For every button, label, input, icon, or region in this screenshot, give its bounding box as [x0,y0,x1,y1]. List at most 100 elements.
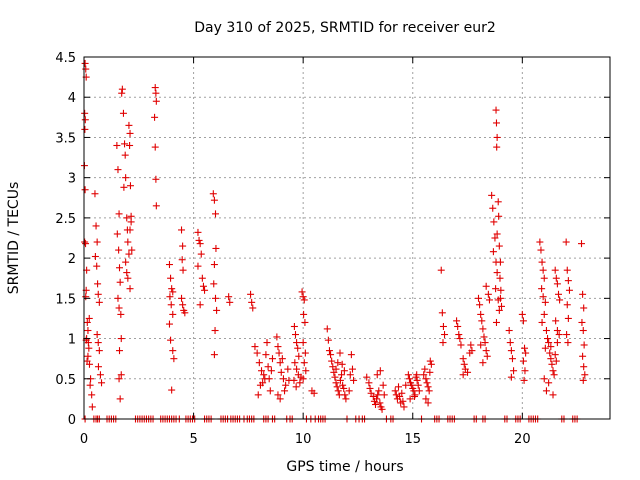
data-point [495,306,503,314]
data-point [345,387,353,395]
data-point [86,381,94,389]
data-point [563,331,571,339]
data-point [152,89,160,97]
data-point [98,379,106,387]
data-point [579,376,587,384]
data-point [475,294,482,302]
data-point [225,293,233,301]
data-point [331,373,339,381]
data-point [439,322,447,330]
data-point [126,182,134,190]
data-point [299,339,307,347]
data-point [477,310,485,318]
data-point [115,304,123,312]
data-point [281,387,289,395]
data-point [327,351,335,359]
data-point [508,355,516,363]
data-point [405,375,413,383]
data-point [374,391,382,399]
data-point [166,293,174,301]
data-point [550,371,558,379]
data-point [115,210,123,218]
grid-lines [84,57,610,419]
y-tick-label: 3 [68,172,76,187]
data-point [454,322,462,330]
data-point [438,309,446,317]
data-point [521,367,529,375]
data-point [553,280,561,288]
data-point [94,339,102,347]
data-point [300,359,308,367]
data-point [411,392,419,400]
data-point [376,367,384,375]
data-point [212,210,219,218]
data-point [247,290,255,298]
data-point [455,331,463,339]
data-point [114,166,122,174]
data-point [209,190,217,198]
data-point [84,327,92,335]
data-point [251,343,259,351]
data-point [453,317,461,325]
data-point [539,266,547,274]
data-point [196,240,204,248]
data-point [121,151,129,159]
data-point [492,318,500,326]
data-point [152,202,160,210]
data-point [181,309,189,317]
data-point [299,293,307,301]
data-point [413,371,421,379]
data-point [124,274,132,282]
data-point [83,318,91,326]
data-point [483,352,491,360]
data-point [380,391,388,399]
data-point [518,310,526,318]
data-point [115,246,123,254]
data-point [378,405,386,413]
data-point [538,318,546,326]
data-point [477,341,485,349]
data-point [426,368,434,376]
data-point [81,238,89,246]
x-tick-label: 5 [189,432,197,447]
data-point [479,325,487,333]
data-point [492,285,500,293]
data-point [95,347,103,355]
data-point [127,212,135,220]
data-point [210,280,218,288]
data-point [400,403,408,411]
data-point [398,389,406,397]
data-point [494,198,502,206]
data-point [170,355,178,363]
data-point [338,371,346,379]
data-point [540,274,548,282]
data-point [81,116,89,124]
data-point [117,335,125,343]
data-point [414,381,422,389]
data-point [564,339,572,347]
data-point [116,395,124,403]
data-point [126,285,134,293]
data-point [541,344,549,352]
data-point [399,397,407,405]
data-point [152,97,160,105]
data-point [179,301,187,309]
data-point [298,288,306,296]
data-point [301,349,309,357]
data-point [578,240,586,248]
data-point [375,387,383,395]
data-point [94,290,102,298]
data-point [402,381,410,389]
data-point [258,367,266,375]
data-point [551,351,559,359]
axis-ticks: 0 5 10 15 20 0 0.5 1 1.5 2 2.5 3 3.5 4 4.5 [55,51,610,447]
data-point [295,352,303,360]
data-point [113,230,121,238]
data-point [124,238,132,246]
data-point [496,274,504,282]
data-point [391,387,399,395]
data-point [457,341,465,349]
data-point [340,384,348,392]
data-point [276,359,284,367]
